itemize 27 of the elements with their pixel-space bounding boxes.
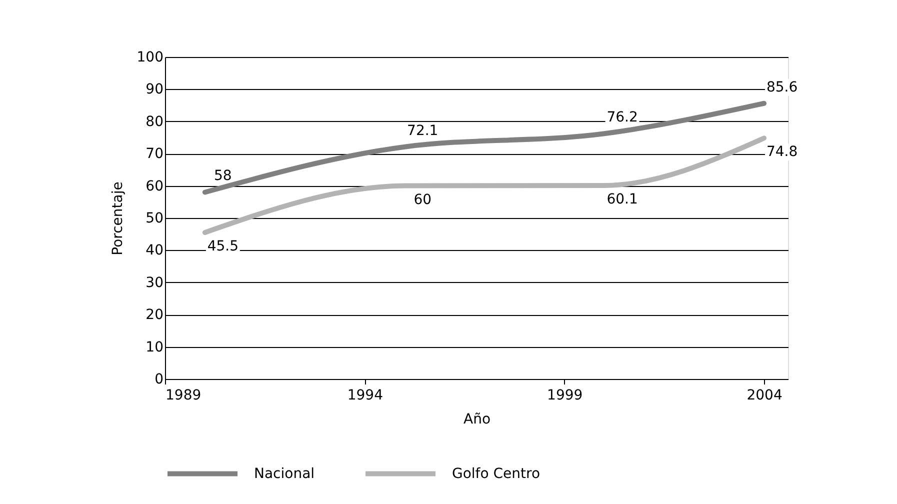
data-label: 72.1 [407,122,438,139]
data-label: 58 [214,168,232,184]
legend-label: Nacional [254,466,315,482]
legend-label: Golfo Centro [452,466,540,482]
data-label: 60 [414,192,432,208]
y-tick-label: 70 [146,146,164,162]
y-tick-label: 60 [146,178,164,194]
x-tick-label: 2004 [746,388,782,404]
y-tick-label: 10 [146,339,164,356]
data-label: 74.8 [766,144,798,160]
data-label: 45.5 [207,238,239,254]
x-tick-label: 1999 [547,388,583,404]
y-axis-title: Porcentaje [110,182,126,256]
data-label: 76.2 [606,110,638,126]
y-tick-label: 20 [146,307,164,324]
data-label: 85.6 [766,79,798,96]
x-tick-label: 1989 [166,388,202,404]
x-tick-label: 1994 [347,388,384,404]
data-label: 60.1 [606,191,638,208]
y-tick-label: 30 [146,274,164,291]
y-tick-label: 90 [146,82,164,98]
y-tick-label: 0 [154,372,164,388]
y-tick-label: 40 [146,242,164,259]
y-tick-label: 100 [136,50,164,66]
y-tick-label: 80 [146,114,164,130]
x-axis-title: Año [463,412,491,428]
y-tick-label: 50 [146,210,164,226]
